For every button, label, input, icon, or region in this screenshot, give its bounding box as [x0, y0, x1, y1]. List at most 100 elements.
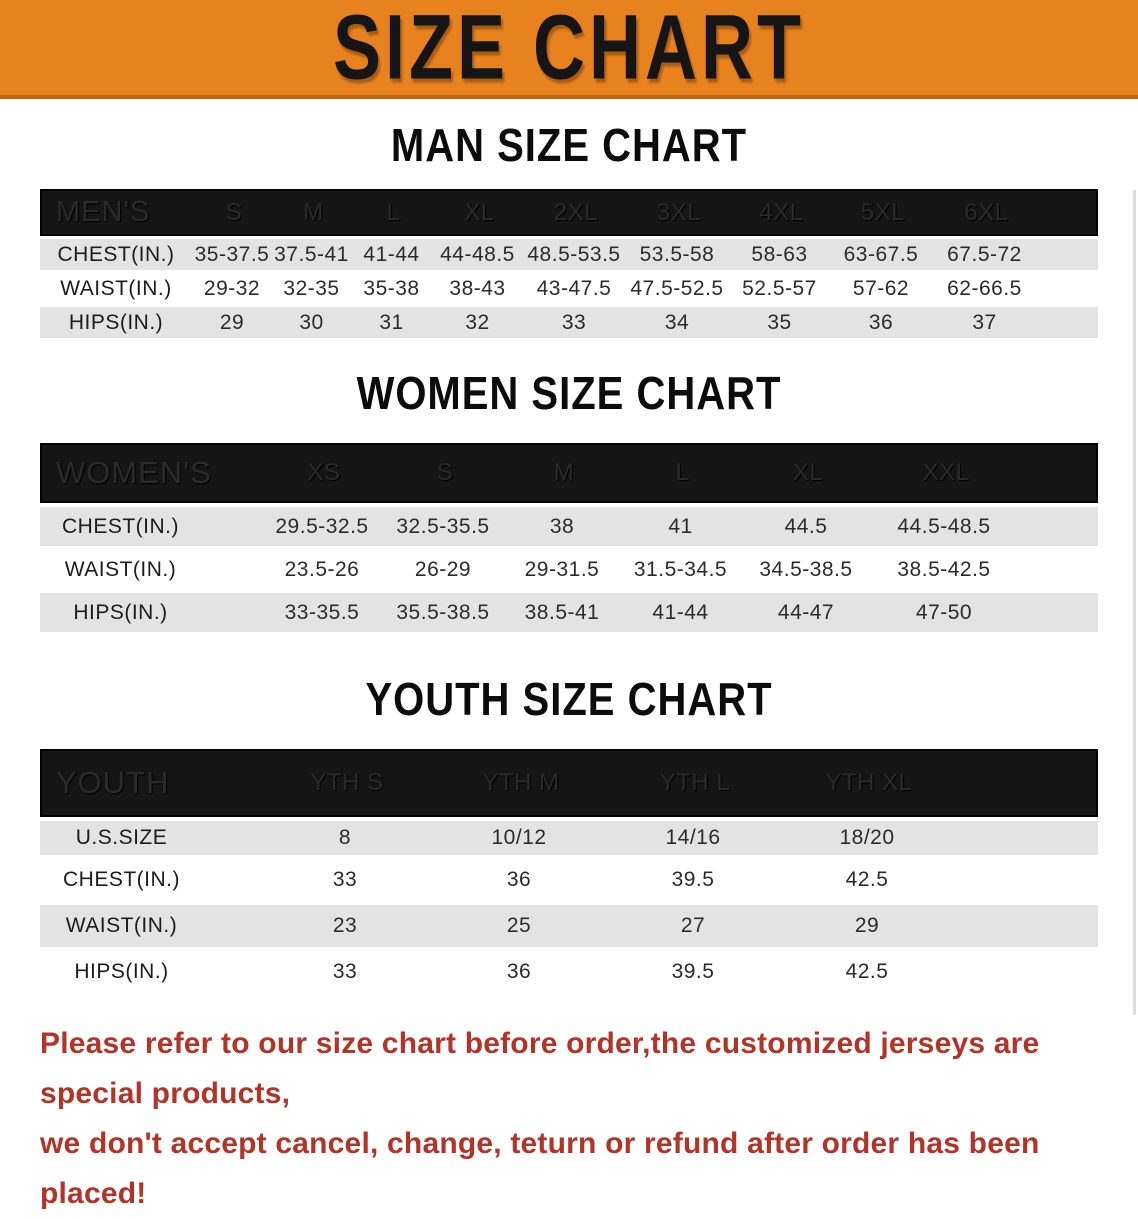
- column-header: XXL: [922, 459, 970, 486]
- table-cell: 10/12: [491, 826, 547, 849]
- women-heading: WOMEN SIZE CHART: [356, 368, 782, 420]
- table-cell: 33-35.5: [284, 600, 360, 624]
- row-label: WAIST(IN.): [65, 914, 178, 937]
- table-cell: 23.5-26: [284, 557, 360, 581]
- table-cell: 35-38: [363, 276, 420, 300]
- table-cell: 41-44: [652, 600, 709, 624]
- table-cell: 29-31.5: [524, 557, 600, 581]
- table-cell: 29-32: [203, 276, 261, 300]
- table-cell: 38-43: [449, 276, 506, 300]
- table-cell: 43-47.5: [536, 276, 612, 300]
- youth-size-table: YOUTH YTH S YTH M YTH L YTH XL U.S.SIZE …: [40, 749, 1098, 993]
- column-header: XL: [464, 198, 495, 226]
- table-cell: 31.5-34.5: [633, 557, 728, 581]
- men-section: MAN SIZE CHART MEN'S S M L XL 2XL 3XL 4X…: [0, 120, 1138, 338]
- row-label: HIPS(IN.): [68, 310, 164, 334]
- men-table-header: MEN'S S M L XL 2XL 3XL 4XL 5XL 6XL: [40, 189, 1098, 236]
- table-cell: 44.5: [784, 514, 828, 538]
- table-row-chest: CHEST(IN.) 33 36 39.5 42.5: [40, 859, 1098, 901]
- table-cell: 29: [219, 310, 245, 334]
- table-cell: 57-62: [852, 276, 910, 300]
- table-cell: 44.5-48.5: [897, 514, 991, 538]
- banner-title: SIZE CHART: [333, 0, 805, 99]
- table-cell: 34.5-38.5: [759, 557, 853, 581]
- table-cell: 41: [668, 514, 693, 538]
- column-header: L: [386, 198, 401, 226]
- row-label: CHEST(IN.): [57, 242, 175, 266]
- table-cell: 39.5: [671, 868, 715, 891]
- men-heading: MAN SIZE CHART: [390, 120, 748, 172]
- table-cell: 48.5-53.5: [527, 242, 621, 266]
- scan-edge-artifact: [1133, 190, 1136, 1015]
- table-cell: 67.5-72: [947, 242, 1022, 266]
- column-header: YTH S: [310, 769, 384, 796]
- table-cell: 33: [332, 960, 358, 983]
- table-cell: 38.5-41: [524, 600, 600, 624]
- table-cell: 26-29: [414, 557, 472, 581]
- table-cell: 47-50: [915, 600, 973, 624]
- row-label: CHEST(IN.): [63, 868, 180, 891]
- column-header: L: [675, 459, 690, 486]
- row-label: U.S.SIZE: [75, 826, 168, 849]
- disclaimer-line-1: Please refer to our size chart before or…: [40, 1027, 1040, 1110]
- column-header: M: [553, 459, 575, 486]
- column-header: XS: [307, 459, 341, 486]
- table-cell: 36: [506, 960, 532, 983]
- table-cell: 30: [299, 310, 324, 334]
- table-cell: 38.5-42.5: [897, 557, 991, 581]
- column-header: 4XL: [759, 198, 804, 226]
- table-cell: 41-44: [363, 242, 420, 266]
- table-cell: 35-37.5: [194, 242, 270, 266]
- table-cell: 37.5-41: [274, 242, 349, 266]
- table-cell: 36: [506, 868, 532, 891]
- table-cell: 29.5-32.5: [275, 514, 369, 538]
- table-cell: 37: [972, 310, 997, 334]
- column-header: 6XL: [964, 198, 1009, 226]
- banner: SIZE CHART: [0, 0, 1138, 99]
- table-cell: 39.5: [671, 960, 715, 983]
- youth-table-title: YOUTH: [56, 765, 170, 800]
- column-header: YTH XL: [825, 769, 913, 796]
- table-cell: 8: [338, 826, 352, 849]
- table-row-chest: CHEST(IN.) 35-37.5 37.5-41 41-44 44-48.5…: [40, 239, 1098, 270]
- table-row-chest: CHEST(IN.) 29.5-32.5 32.5-35.5 38 41 44.…: [40, 507, 1098, 546]
- table-cell: 29: [854, 914, 880, 937]
- row-label: HIPS(IN.): [74, 960, 169, 983]
- table-cell: 38: [549, 514, 575, 538]
- column-header: YTH M: [482, 769, 560, 796]
- table-row-hips: HIPS(IN.) 33 36 39.5 42.5: [40, 951, 1098, 993]
- table-row-waist: WAIST(IN.) 23 25 27 29: [40, 905, 1098, 947]
- table-cell: 27: [680, 914, 706, 937]
- table-cell: 47.5-52.5: [630, 276, 724, 300]
- men-size-table: MEN'S S M L XL 2XL 3XL 4XL 5XL 6XL CHEST…: [40, 189, 1098, 338]
- row-label: WAIST(IN.): [64, 557, 177, 581]
- table-cell: 32-35: [283, 276, 340, 300]
- table-cell: 25: [506, 914, 532, 937]
- column-header: M: [303, 198, 324, 226]
- table-cell: 42.5: [845, 868, 889, 891]
- men-table-title: MEN'S: [56, 196, 151, 228]
- table-cell: 44-47: [777, 600, 835, 624]
- column-header: YTH L: [659, 769, 731, 796]
- women-table-header: WOMEN'S XS S M L XL XXL: [40, 443, 1098, 503]
- table-cell: 33: [332, 868, 358, 891]
- row-label: HIPS(IN.): [73, 600, 168, 624]
- women-table-title: WOMEN'S: [56, 455, 212, 490]
- table-row-hips: HIPS(IN.) 33-35.5 35.5-38.5 38.5-41 41-4…: [40, 593, 1098, 632]
- table-cell: 44-48.5: [440, 242, 515, 266]
- table-row-waist: WAIST(IN.) 23.5-26 26-29 29-31.5 31.5-34…: [40, 550, 1098, 589]
- table-cell: 18/20: [839, 826, 895, 849]
- table-cell: 14/16: [665, 826, 721, 849]
- column-header: 5XL: [860, 198, 906, 226]
- table-cell: 35.5-38.5: [396, 600, 490, 624]
- table-cell: 32.5-35.5: [396, 514, 490, 538]
- youth-section: YOUTH SIZE CHART YOUTH YTH S YTH M YTH L…: [0, 675, 1138, 993]
- column-header: 3XL: [656, 198, 702, 226]
- table-row-us-size: U.S.SIZE 8 10/12 14/16 18/20: [40, 821, 1098, 855]
- disclaimer: Please refer to our size chart before or…: [40, 1019, 1138, 1219]
- table-cell: 52.5-57: [742, 276, 817, 300]
- column-header: S: [436, 459, 454, 486]
- table-cell: 31: [379, 310, 404, 334]
- row-label: CHEST(IN.): [62, 514, 179, 538]
